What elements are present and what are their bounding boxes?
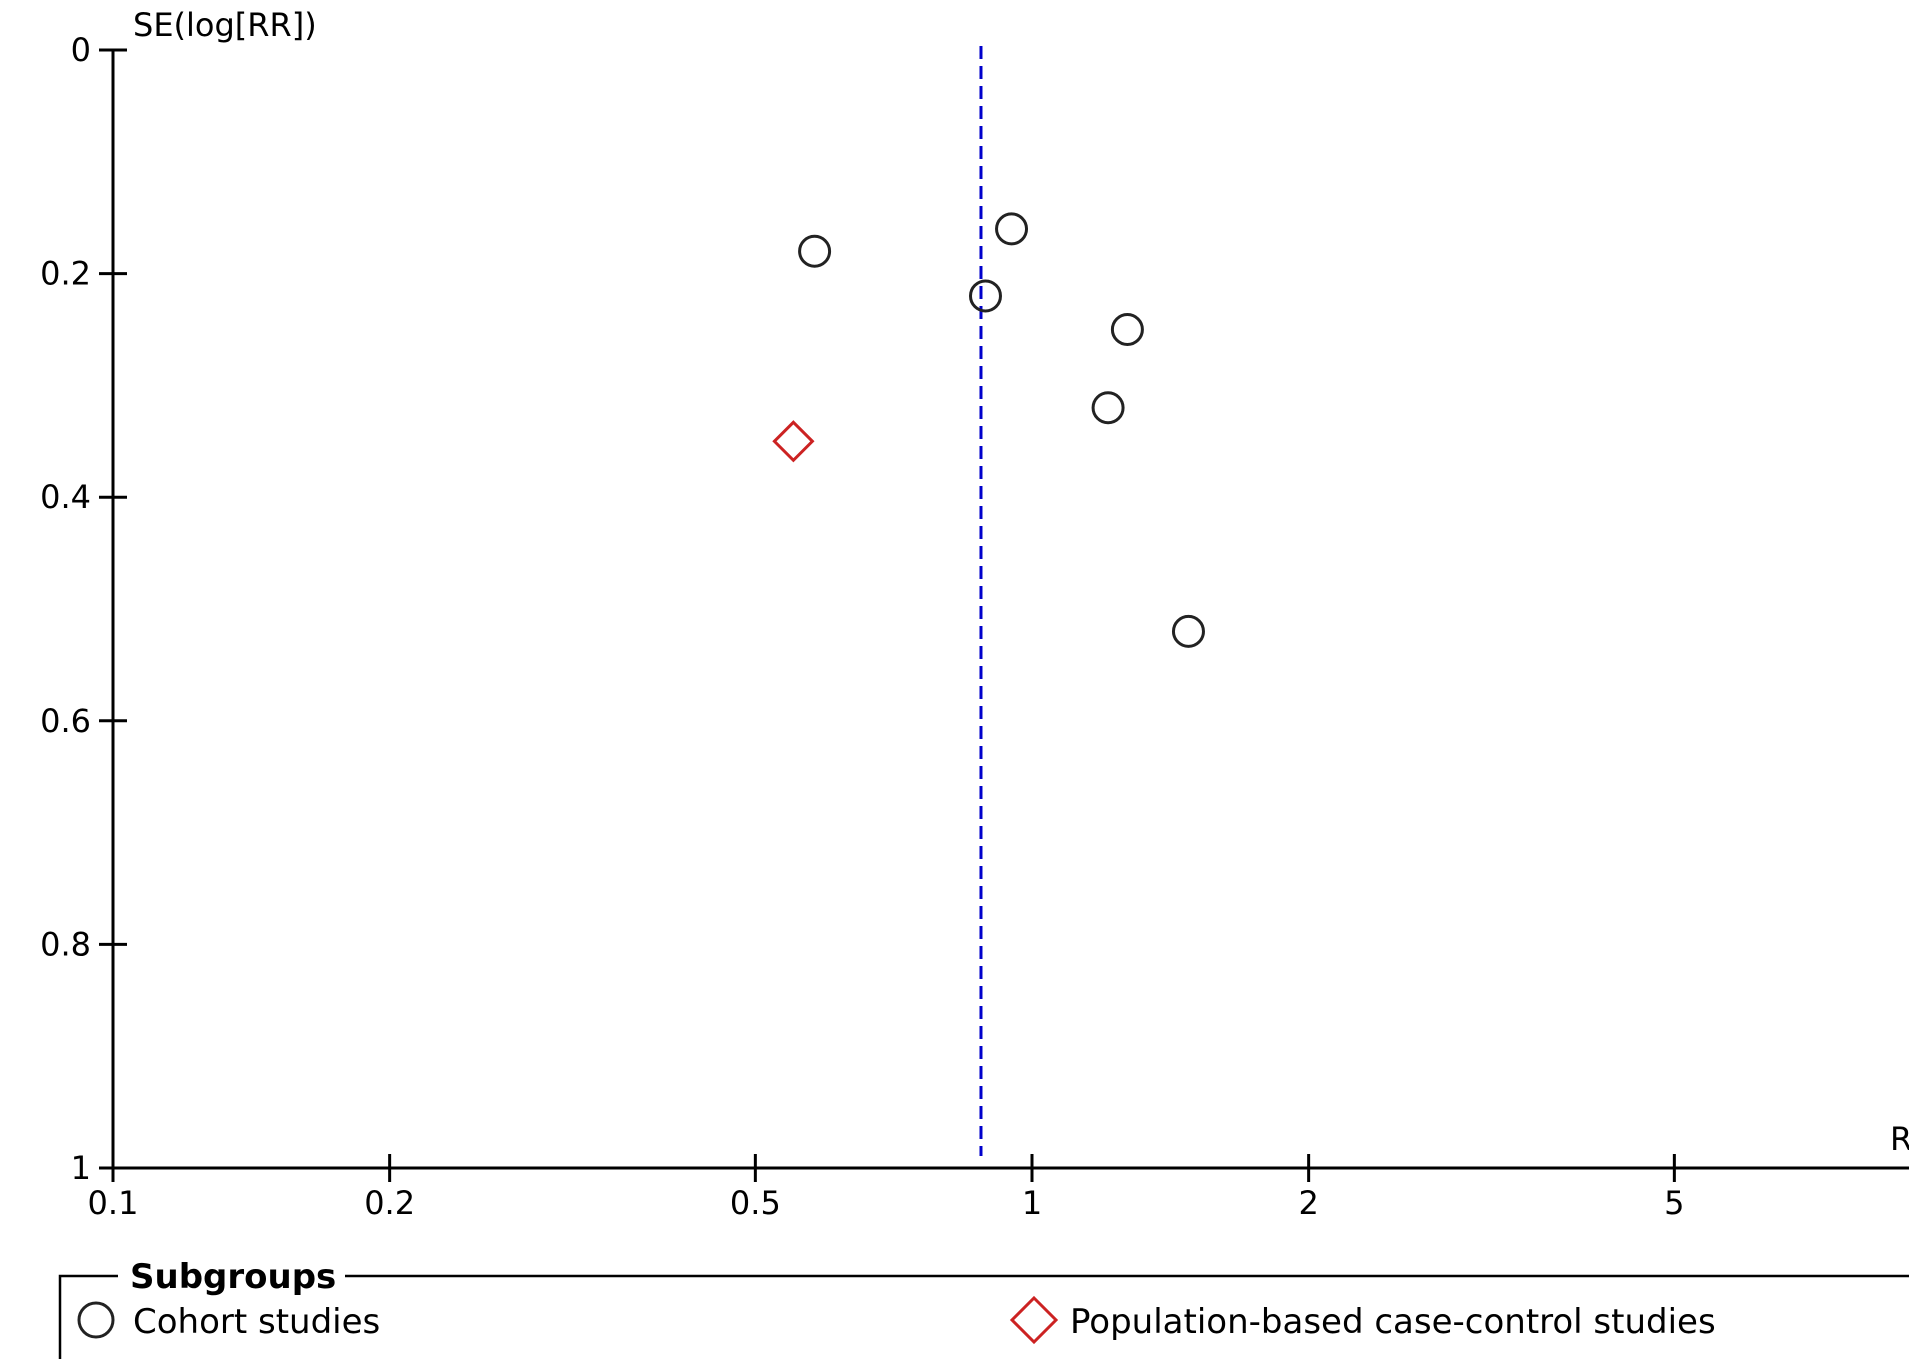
y-tick-label: 0.6 <box>40 702 91 740</box>
y-tick-label: 0.2 <box>40 255 91 293</box>
y-tick-label: 0.4 <box>40 478 91 516</box>
legend: Subgroups Cohort studies Population-based … <box>58 1257 1909 1359</box>
legend-diamond-marker <box>1009 1295 1059 1345</box>
legend-label-case-control: Population-based case-control studies <box>1070 1302 1716 1342</box>
data-points <box>772 212 1205 648</box>
cohort-study-point <box>1110 313 1144 346</box>
legend-title: Subgroups <box>130 1257 336 1297</box>
x-tick-label: 2 <box>1298 1184 1318 1222</box>
legend-frame-left <box>58 1274 118 1359</box>
cohort-study-point <box>798 234 832 268</box>
cohort-study-point <box>1091 391 1125 425</box>
x-tick-label: 0.1 <box>88 1184 139 1222</box>
y-axis-label: SE(log[RR]) <box>133 6 317 44</box>
legend-circle-marker <box>77 1301 115 1339</box>
cohort-study-point <box>1171 614 1205 648</box>
y-tick-label: 1 <box>71 1149 91 1187</box>
y-tick-label: 0 <box>71 31 91 69</box>
x-tick-label: 0.2 <box>364 1184 415 1222</box>
legend-label-cohort: Cohort studies <box>133 1302 380 1342</box>
axes: 00.20.40.60.810.1 0.2 0.5 1 2 5SE(log[RR])R <box>40 6 1909 1222</box>
cohort-study-point <box>968 279 1002 313</box>
x-axis-label: R <box>1890 1120 1909 1158</box>
cohort-study-point <box>995 212 1029 246</box>
case-control-study-point <box>772 420 815 463</box>
x-tick-label: 1 <box>1022 1184 1042 1222</box>
x-tick-label: 5 <box>1664 1184 1684 1222</box>
y-tick-label: 0.8 <box>40 925 91 963</box>
x-tick-label: 0.5 <box>730 1184 781 1222</box>
